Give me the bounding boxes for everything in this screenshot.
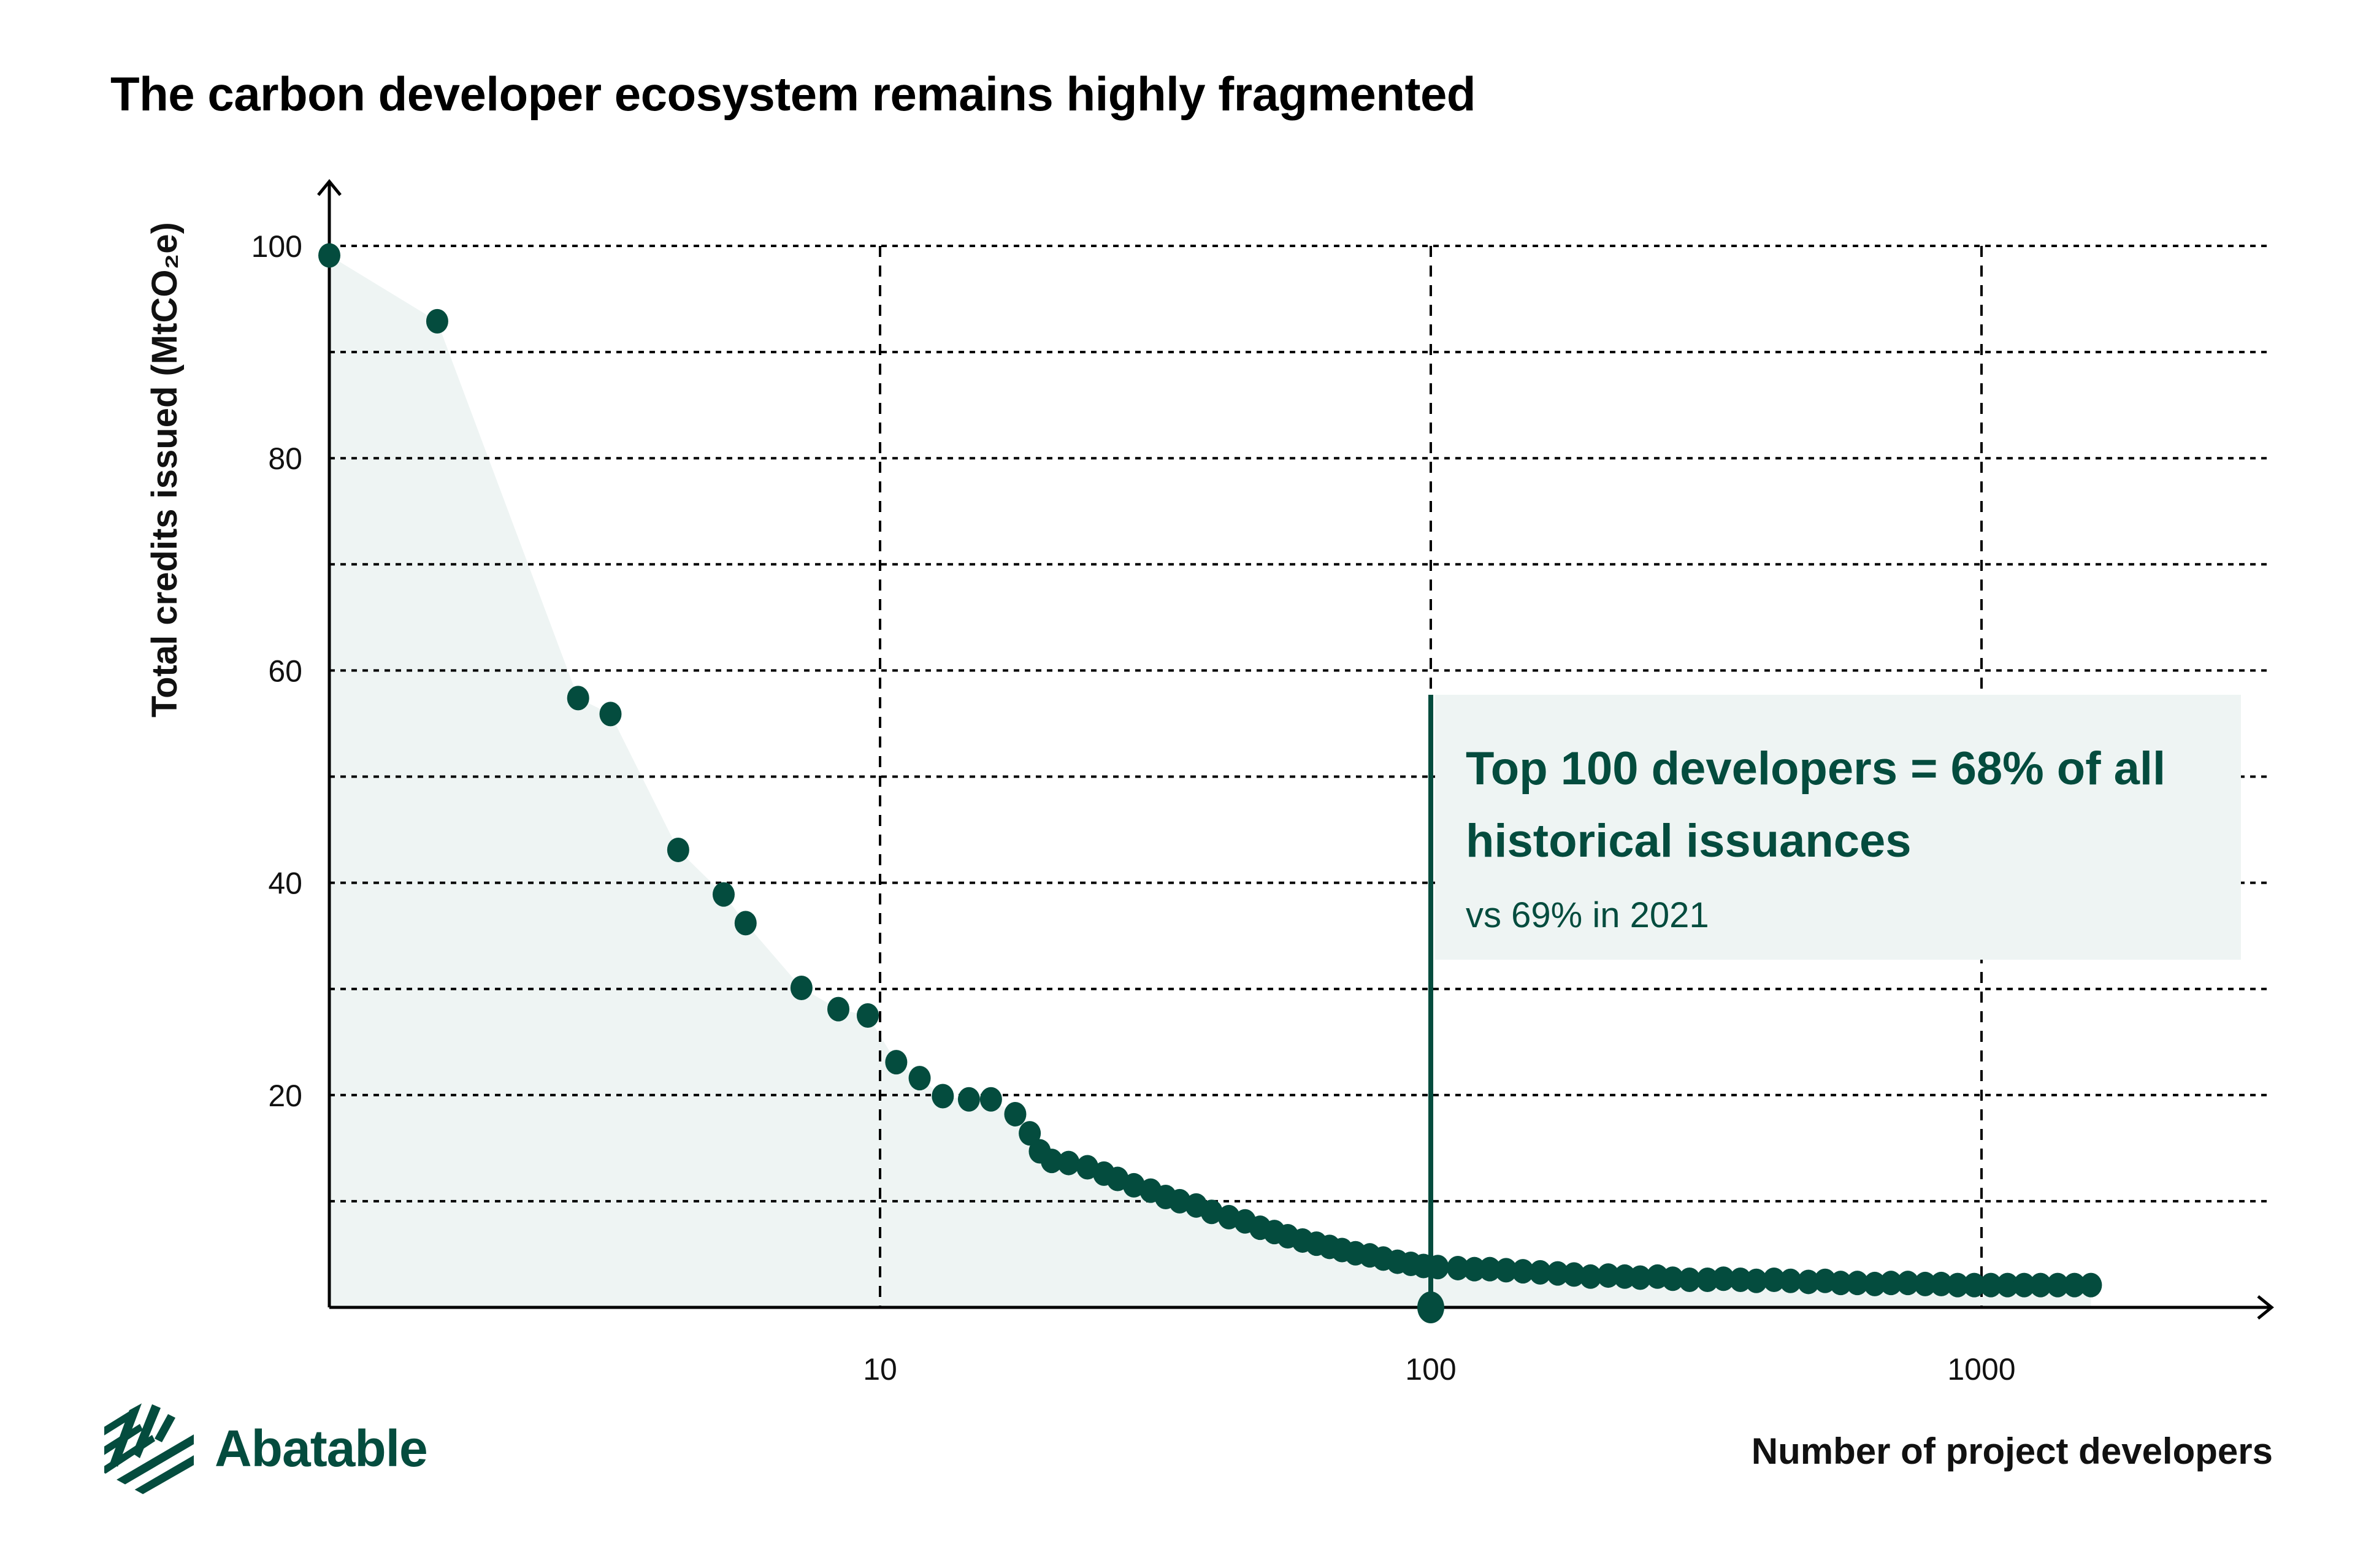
- data-point: [1004, 1101, 1027, 1126]
- data-point: [1763, 1267, 1785, 1292]
- annotation-marker: [1417, 695, 1444, 1323]
- data-point: [1797, 1269, 1820, 1295]
- data-point: [1846, 1271, 1869, 1296]
- data-point: [1930, 1271, 1953, 1296]
- data-point: [790, 975, 813, 1000]
- data-point: [2013, 1272, 2035, 1298]
- chart-title: The carbon developer ecosystem remains h…: [110, 67, 1476, 121]
- data-point: [1447, 1255, 1469, 1280]
- annotation-sub-text: vs 69% in 2021: [1466, 895, 1709, 935]
- x-tick-label: 1000: [1947, 1352, 2015, 1386]
- area-fill: [329, 255, 2091, 1308]
- data-point: [1463, 1256, 1486, 1282]
- data-point: [1426, 1255, 1449, 1280]
- data-point: [734, 911, 757, 936]
- data-point: [885, 1050, 908, 1075]
- data-point: [2080, 1272, 2102, 1298]
- area-fill-layer: [329, 255, 2091, 1308]
- data-point: [1168, 1188, 1191, 1214]
- data-point: [1880, 1271, 1902, 1296]
- data-point: [667, 837, 689, 862]
- y-axis-arrow: [317, 179, 342, 196]
- data-point: [1678, 1267, 1701, 1292]
- data-point: [1863, 1271, 1886, 1296]
- x-axis-label: Number of project developers: [1751, 1431, 2273, 1472]
- data-point: [1019, 1121, 1041, 1146]
- hexagon-stripes-logo-icon: [104, 1399, 194, 1497]
- data-point: [1040, 1149, 1063, 1174]
- y-tick-label: 60: [268, 654, 302, 688]
- y-tick-label: 80: [268, 442, 302, 476]
- data-point: [1661, 1266, 1684, 1291]
- data-point: [1563, 1262, 1585, 1287]
- data-point: [1829, 1271, 1852, 1296]
- data-point: [1512, 1259, 1534, 1284]
- data-points: [318, 243, 2102, 1298]
- data-point: [1200, 1199, 1223, 1225]
- data-point: [1896, 1271, 1919, 1296]
- data-point: [1712, 1266, 1735, 1291]
- y-tick-label: 20: [268, 1079, 302, 1113]
- data-point: [979, 1087, 1002, 1112]
- y-tick-label: 40: [268, 866, 302, 901]
- data-point: [599, 702, 622, 727]
- annotation-main-text: Top 100 developers = 68% of all historic…: [1466, 743, 2166, 867]
- brand-name: Abatable: [215, 1419, 428, 1477]
- axes: [317, 179, 2274, 1320]
- data-point: [567, 686, 589, 711]
- x-axis-arrow: [2257, 1295, 2274, 1320]
- data-point: [1122, 1172, 1145, 1198]
- annotation-box: Top 100 developers = 68% of all historic…: [1435, 695, 2241, 960]
- data-point: [1963, 1272, 1986, 1298]
- data-point: [856, 1003, 879, 1028]
- data-point: [1495, 1258, 1517, 1283]
- gridlines: [329, 245, 2272, 1307]
- data-point: [426, 308, 448, 334]
- data-point: [1579, 1264, 1602, 1289]
- data-point: [1479, 1256, 1501, 1282]
- data-point: [1529, 1260, 1552, 1285]
- data-point: [1629, 1265, 1652, 1290]
- tick-labels: 20 40 60 80 100 10 100 1000: [251, 229, 2016, 1386]
- data-point: [1980, 1272, 2002, 1298]
- data-point: [2047, 1272, 2069, 1298]
- data-point: [1597, 1263, 1620, 1288]
- data-point: [1696, 1267, 1719, 1292]
- x-tick-label: 100: [1405, 1352, 1456, 1386]
- data-point: [1729, 1267, 1752, 1292]
- data-point: [318, 243, 340, 268]
- x-tick-label: 10: [863, 1352, 897, 1386]
- data-point: [1914, 1271, 1937, 1296]
- y-tick-label: 100: [251, 229, 302, 264]
- data-point: [827, 996, 850, 1022]
- data-point: [908, 1066, 931, 1091]
- data-point: [1546, 1261, 1569, 1286]
- data-point: [2063, 1272, 2086, 1298]
- data-point: [1057, 1150, 1080, 1176]
- data-point: [1745, 1268, 1767, 1293]
- data-point: [1947, 1272, 1969, 1298]
- data-point: [712, 882, 735, 907]
- data-point: [957, 1087, 980, 1112]
- y-axis-label: Total credits issued (MtCO₂e): [145, 222, 185, 717]
- data-point: [2029, 1272, 2052, 1298]
- data-point: [932, 1084, 954, 1109]
- data-point: [1996, 1272, 2019, 1298]
- data-point: [1779, 1268, 1802, 1293]
- highlight-point: [1417, 1291, 1444, 1323]
- brand-logo: Abatable: [103, 1398, 428, 1499]
